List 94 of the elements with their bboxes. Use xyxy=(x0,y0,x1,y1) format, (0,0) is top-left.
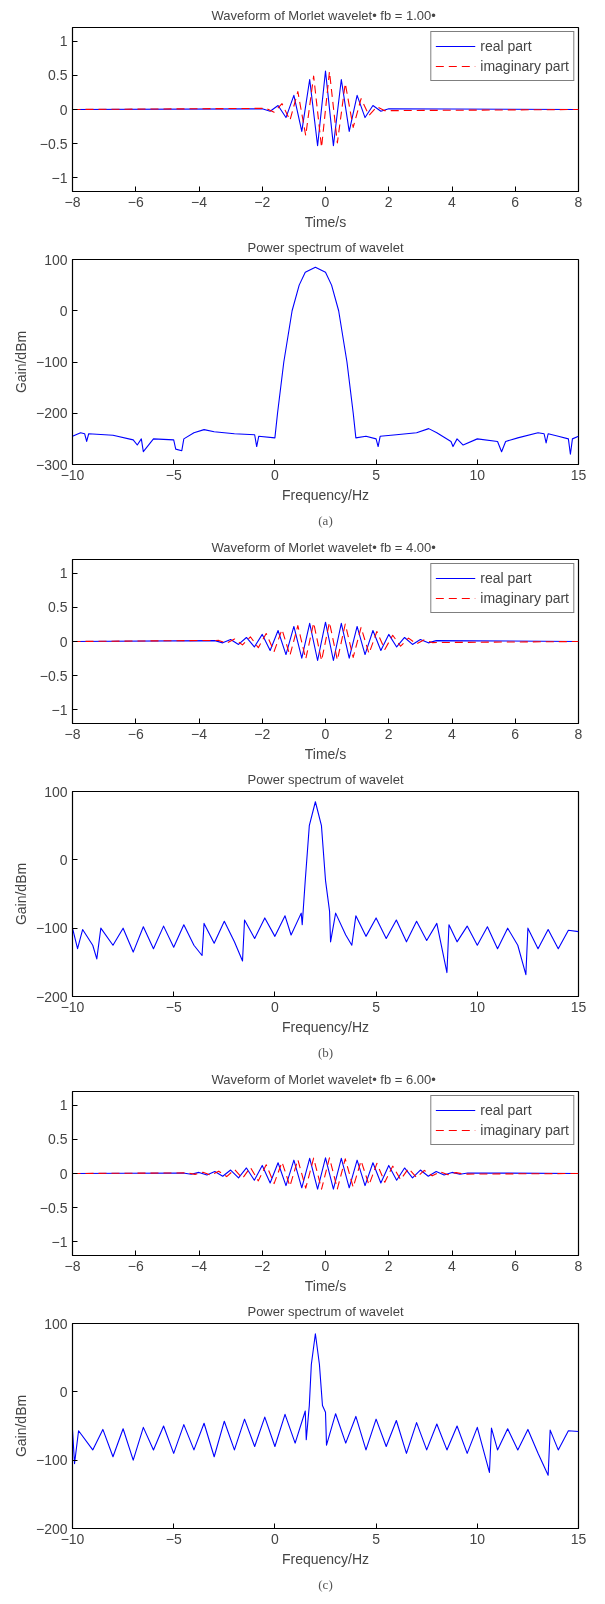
x-tick-label: 8 xyxy=(574,193,583,210)
x-tick-label: 10 xyxy=(469,466,486,483)
chart-title: Power spectrum of wavelet xyxy=(247,1303,404,1319)
x-tick-label: 0 xyxy=(271,466,280,483)
x-tick-label: −2 xyxy=(254,725,271,742)
chart-title: Waveform of Morlet wavelet• fb = 6.00• xyxy=(211,1071,437,1087)
y-tick-label: 1 xyxy=(59,565,68,582)
line-series xyxy=(72,801,579,976)
x-tick-label: 5 xyxy=(372,1530,381,1547)
y-tick-label: −100 xyxy=(35,354,68,370)
y-tick-label: 100 xyxy=(44,1315,68,1332)
y-tick-label: −1 xyxy=(51,169,68,186)
x-tick-label: 15 xyxy=(570,1530,587,1547)
x-tick-label: 2 xyxy=(384,1257,393,1274)
y-tick-label: 1 xyxy=(59,1097,68,1114)
legend-label: real part xyxy=(480,569,532,587)
text: (a) xyxy=(318,512,333,528)
y-tick-label: 0 xyxy=(59,851,68,868)
x-axis-title: Time/s xyxy=(304,213,347,230)
x-axis-title: Frequency/Hz xyxy=(281,1550,370,1567)
x-axis-title: Frequency/Hz xyxy=(281,1018,370,1035)
y-tick-label: −0.5 xyxy=(39,135,68,152)
y-tick-label: 0 xyxy=(59,633,68,650)
x-tick-label: 15 xyxy=(570,466,587,483)
chart-title: Waveform of Morlet wavelet• fb = 1.00• xyxy=(211,7,437,23)
y-tick-label: 0 xyxy=(59,302,68,319)
y-axis-title: Gain/dBm xyxy=(12,1394,29,1458)
x-tick-label: 8 xyxy=(574,725,583,742)
x-tick-label: −5 xyxy=(165,1530,182,1547)
x-tick-label: 10 xyxy=(469,998,486,1015)
y-tick-label: −200 xyxy=(35,405,68,422)
x-tick-label: 5 xyxy=(372,998,381,1015)
x-tick-label: −8 xyxy=(64,1257,81,1274)
line-series xyxy=(72,1333,579,1476)
x-tick-label: −6 xyxy=(127,725,144,742)
x-tick-label: −6 xyxy=(127,1257,144,1274)
legend-label: real part xyxy=(480,37,532,55)
x-axis-title: Frequency/Hz xyxy=(281,486,370,503)
x-tick-label: −8 xyxy=(64,725,81,742)
x-tick-label: 8 xyxy=(574,1257,583,1274)
chart-title: Power spectrum of wavelet xyxy=(247,239,404,255)
x-tick-label: 4 xyxy=(448,193,457,210)
x-tick-label: −2 xyxy=(254,193,271,210)
x-tick-label: 6 xyxy=(511,1257,520,1274)
x-tick-label: −8 xyxy=(64,193,81,210)
x-tick-label: 6 xyxy=(511,725,520,742)
legend-label: imaginary part xyxy=(480,589,569,607)
y-tick-label: −0.5 xyxy=(39,667,68,684)
y-tick-label: 0 xyxy=(59,101,68,118)
x-tick-label: 4 xyxy=(448,725,457,742)
legend-label: real part xyxy=(480,1101,532,1119)
x-tick-label: −2 xyxy=(254,1257,271,1274)
x-axis-title: Time/s xyxy=(304,745,347,762)
text: (c) xyxy=(318,1576,333,1592)
x-tick-label: −5 xyxy=(165,466,182,483)
x-tick-label: 10 xyxy=(469,1530,486,1547)
x-tick-label: −6 xyxy=(127,193,144,210)
x-tick-label: −4 xyxy=(191,725,208,742)
y-tick-label: 0 xyxy=(59,1383,68,1400)
y-tick-label: −100 xyxy=(35,1452,68,1469)
x-tick-label: 0 xyxy=(321,193,330,210)
x-tick-label: −4 xyxy=(191,1257,208,1274)
y-tick-label: −0.5 xyxy=(39,1199,68,1216)
legend-label: imaginary part xyxy=(480,57,569,75)
x-tick-label: 5 xyxy=(372,466,381,483)
x-tick-label: 0 xyxy=(321,725,330,742)
x-tick-label: 2 xyxy=(384,193,393,210)
y-tick-label: 0 xyxy=(59,1165,68,1182)
y-tick-label: 0.5 xyxy=(48,1131,68,1148)
x-tick-label: −5 xyxy=(165,998,182,1015)
y-tick-label: 100 xyxy=(44,251,68,268)
x-tick-label: 0 xyxy=(321,1257,330,1274)
y-tick-label: 1 xyxy=(59,33,68,50)
x-tick-label: 4 xyxy=(448,1257,457,1274)
text: (b) xyxy=(317,1044,334,1060)
x-tick-label: 0 xyxy=(271,1530,280,1547)
y-tick-label: 0.5 xyxy=(48,599,68,616)
y-axis-title: Gain/dBm xyxy=(12,862,29,926)
y-tick-label: 0.5 xyxy=(48,67,68,84)
line-series xyxy=(72,266,579,455)
chart-title: Waveform of Morlet wavelet• fb = 4.00• xyxy=(211,539,437,555)
x-tick-label: 15 xyxy=(570,998,587,1015)
y-tick-label: 100 xyxy=(44,783,68,800)
y-axis-title: Gain/dBm xyxy=(12,330,29,394)
y-tick-label: −100 xyxy=(35,920,68,937)
x-tick-label: 0 xyxy=(271,998,280,1015)
x-tick-label: 6 xyxy=(511,193,520,210)
y-tick-label: −1 xyxy=(51,1233,68,1250)
x-tick-label: −4 xyxy=(191,193,208,210)
chart-title: Power spectrum of wavelet xyxy=(247,771,404,787)
x-axis-title: Time/s xyxy=(304,1277,347,1294)
x-tick-label: 2 xyxy=(384,725,393,742)
y-tick-label: −1 xyxy=(51,701,68,718)
legend-label: imaginary part xyxy=(480,1121,569,1139)
